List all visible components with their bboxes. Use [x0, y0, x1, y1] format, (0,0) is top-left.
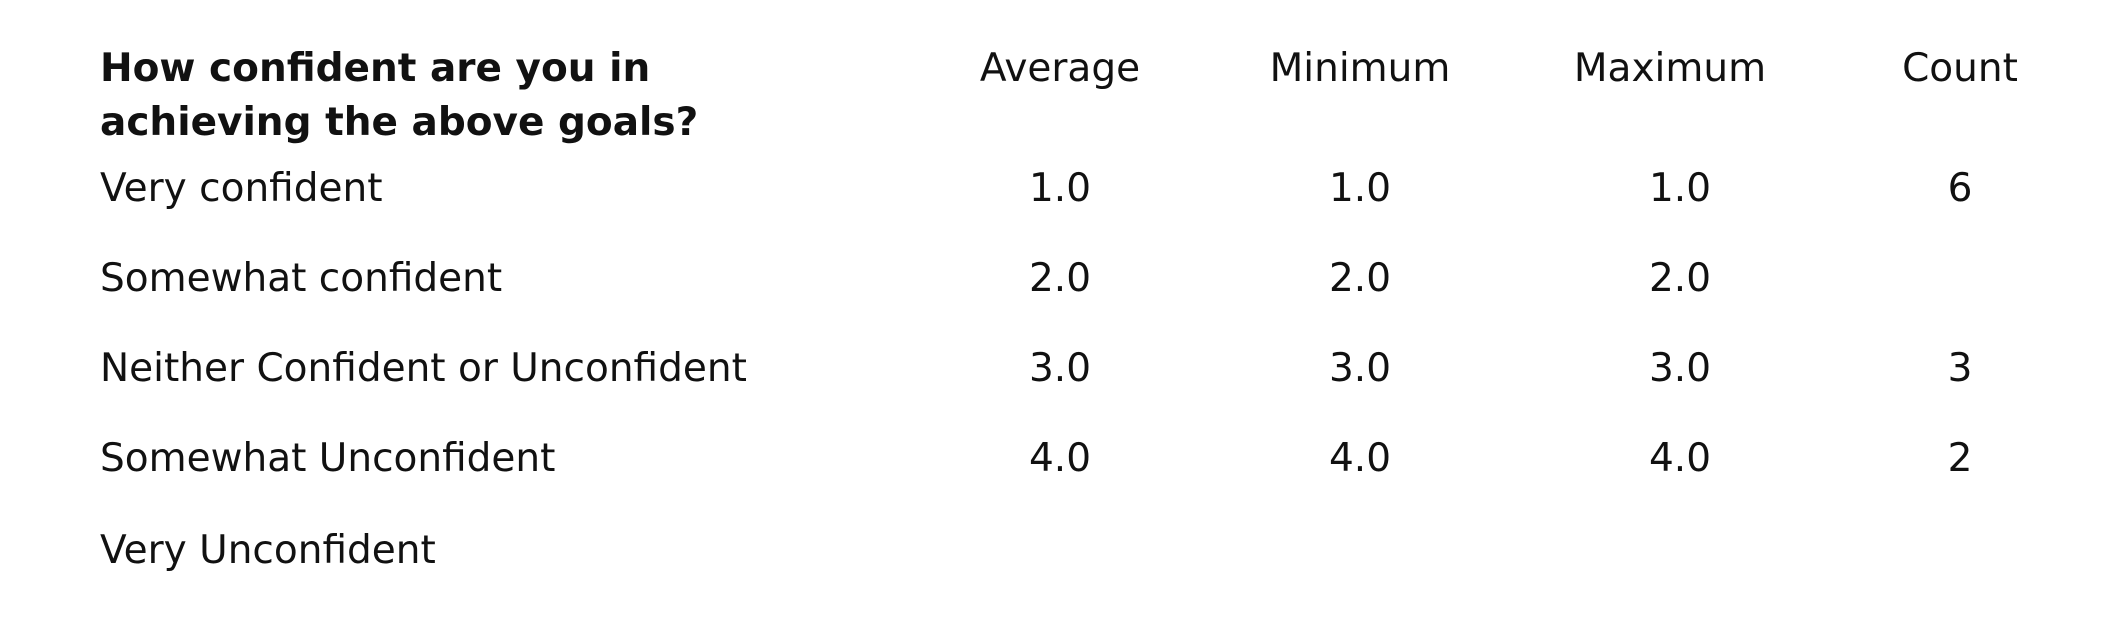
row-label: Somewhat Unconfident: [100, 436, 556, 481]
row-label: Very confident: [100, 166, 383, 211]
cell-maximum: 4.0: [1648, 436, 1712, 481]
cell-average: 4.0: [1028, 436, 1092, 481]
cell-maximum: 1.0: [1648, 166, 1712, 211]
cell-minimum: 3.0: [1328, 346, 1392, 391]
cell-maximum: 2.0: [1648, 256, 1712, 301]
column-header-maximum: Maximum: [1573, 46, 1767, 91]
column-header-average: Average: [979, 46, 1141, 91]
cell-average: 2.0: [1028, 256, 1092, 301]
cell-minimum: 1.0: [1328, 166, 1392, 211]
cell-count: 3: [1947, 346, 1973, 391]
cell-average: 3.0: [1028, 346, 1092, 391]
column-header-minimum: Minimum: [1269, 46, 1451, 91]
column-header-count: Count: [1902, 46, 2018, 91]
cell-count: 2: [1947, 436, 1973, 481]
question-header: How confident are you in achieving the a…: [100, 46, 699, 145]
cell-count: 6: [1947, 166, 1973, 211]
row-label: Neither Confident or Unconfident: [100, 346, 747, 391]
cell-average: 1.0: [1028, 166, 1092, 211]
cell-maximum: 3.0: [1648, 346, 1712, 391]
row-label: Somewhat confident: [100, 256, 503, 301]
cell-minimum: 2.0: [1328, 256, 1392, 301]
cell-minimum: 4.0: [1328, 436, 1392, 481]
row-label: Very Unconfident: [100, 528, 436, 573]
